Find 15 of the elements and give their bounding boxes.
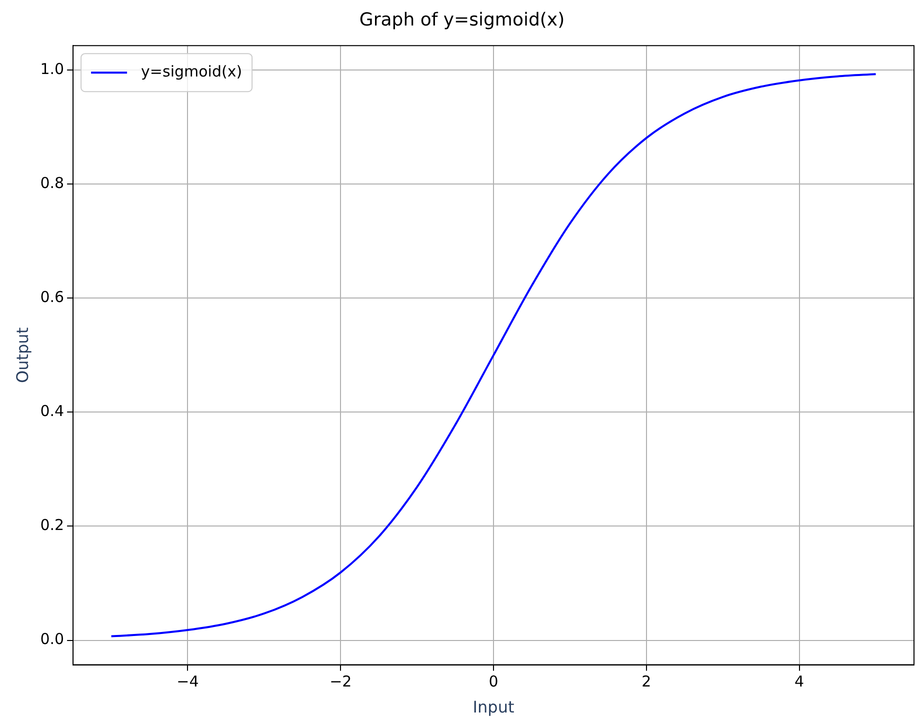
y-tick-label: 0.6	[40, 288, 64, 306]
y-tick-label: 0.8	[40, 174, 64, 192]
legend-label: y=sigmoid(x)	[141, 62, 242, 80]
x-tick-label: 0	[488, 672, 498, 691]
y-tick-label: 0.0	[40, 630, 64, 648]
x-tick-label: −2	[330, 672, 352, 691]
x-tick-label: 4	[794, 672, 804, 691]
x-tick-label: 2	[642, 672, 652, 691]
x-tick-label: −4	[176, 672, 199, 691]
x-axis-title: Input	[472, 698, 514, 717]
y-axis-title: Output	[12, 327, 32, 383]
chart-title: Graph of y=sigmoid(x)	[359, 9, 565, 30]
y-tick-label: 0.4	[40, 402, 64, 420]
y-tick-label: 0.2	[40, 516, 64, 534]
y-tick-label: 1.0	[40, 60, 64, 78]
